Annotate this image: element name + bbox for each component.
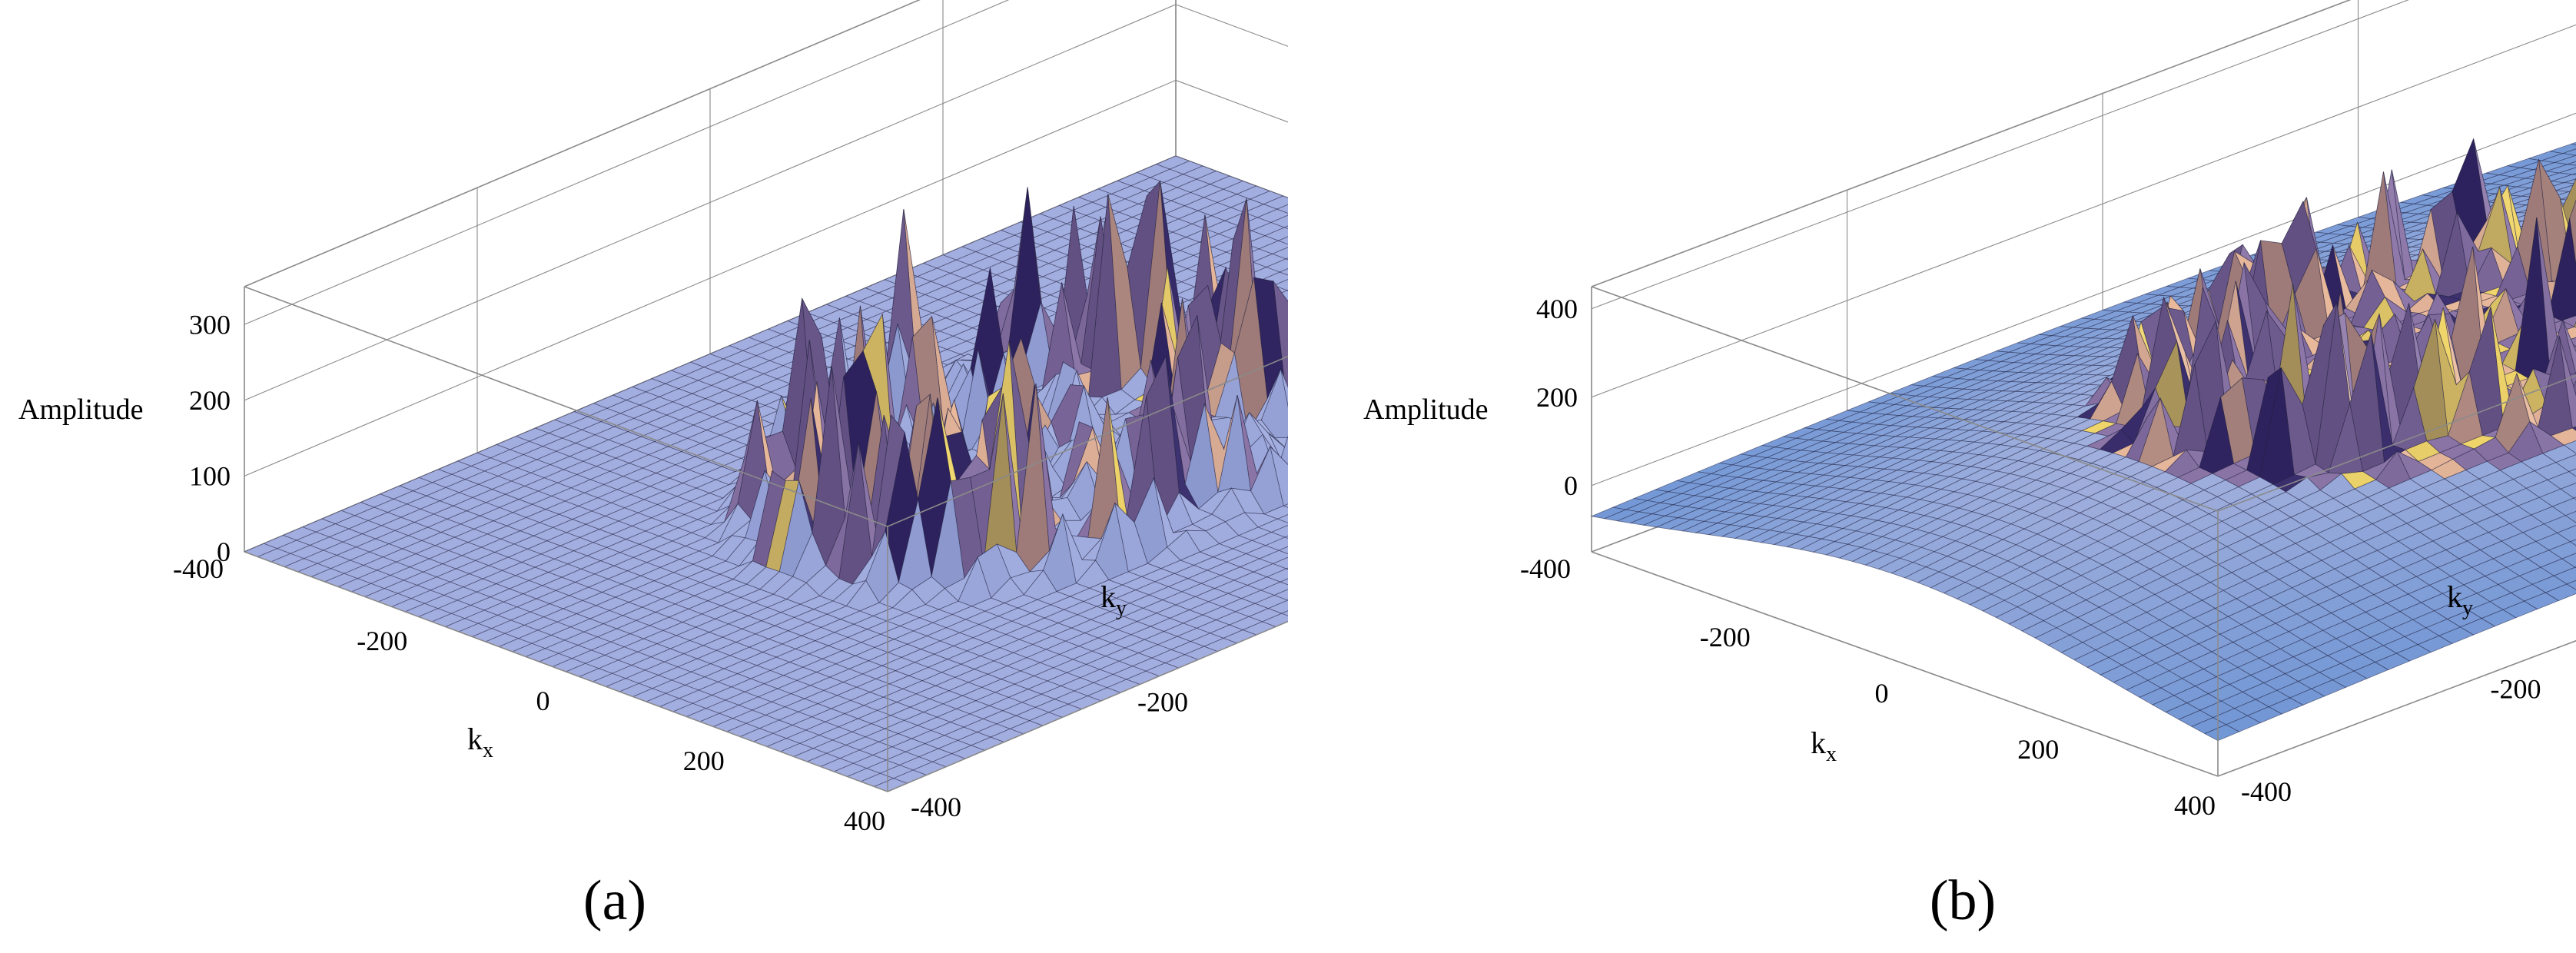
- surface-patch: [1279, 268, 1288, 276]
- x-axis-label-b: kx: [1811, 726, 1837, 766]
- grid-line: [1175, 79, 1288, 123]
- box-edge: [887, 620, 1288, 792]
- box-edge: [1591, 286, 2219, 512]
- box-edge: [244, 551, 888, 792]
- surface-patch: [2204, 724, 2240, 742]
- x-axis-label-sub-a: x: [483, 739, 493, 762]
- grid-line: [1591, 112, 2576, 486]
- x-tick-label: -400: [173, 553, 224, 584]
- surface-mesh-b: [1590, 138, 2576, 742]
- y-axis-label-main-a: k: [1100, 579, 1116, 614]
- x-tick-label: 400: [2174, 790, 2216, 821]
- surface-plot-a: 0100200300-400-2000200400-2000200400-400…: [18, 0, 1288, 932]
- y-tick-label: -400: [911, 792, 961, 822]
- x-tick-label: -200: [357, 626, 407, 656]
- z-axis-label-a: Amplitude: [18, 393, 144, 426]
- surface-patch: [2569, 539, 2576, 546]
- z-tick-label: 0: [217, 536, 231, 567]
- caption-a: (a): [583, 869, 646, 932]
- y-tick-label: -200: [1137, 686, 1188, 717]
- z-tick-label: 300: [189, 309, 231, 340]
- y-tick-label: -400: [2241, 776, 2292, 807]
- grid-line: [1591, 0, 2409, 310]
- surface-patch: [1283, 225, 1288, 230]
- z-axis-label-b: Amplitude: [1363, 393, 1489, 426]
- box-edge: [1176, 0, 1288, 131]
- y-axis-label-a: ky: [1100, 579, 1127, 620]
- x-axis-label-sub-b: x: [1826, 742, 1837, 766]
- grid-line: [1591, 24, 2576, 398]
- surface-patch: [2569, 199, 2576, 267]
- z-tick-label: 0: [1564, 470, 1578, 501]
- surface-mesh-a: [243, 155, 1288, 792]
- x-tick-label: -400: [1520, 553, 1571, 584]
- x-tick-label: -200: [1700, 622, 1751, 652]
- surface-patch: [1279, 578, 1288, 586]
- x-tick-label: 0: [536, 686, 550, 716]
- surface-patch: [1280, 610, 1288, 616]
- x-axis-label-main-a: k: [467, 722, 483, 756]
- box-edge: [2217, 374, 2576, 512]
- surface-patch: [2568, 468, 2576, 477]
- x-tick-label: 400: [844, 805, 885, 836]
- box-edge: [1591, 551, 2219, 777]
- z-tick-label: 100: [189, 460, 231, 491]
- caption-b: (b): [1930, 869, 1996, 932]
- z-tick-label: 400: [1536, 294, 1578, 324]
- x-axis-label-main-b: k: [1811, 726, 1826, 760]
- x-tick-label: 0: [1875, 678, 1889, 709]
- y-axis-label-sub-b: y: [2462, 596, 2473, 620]
- x-tick-label: 200: [2017, 734, 2059, 765]
- box-edge: [244, 286, 888, 527]
- y-axis-label-main-b: k: [2447, 579, 2462, 614]
- surface-patch: [1283, 503, 1288, 508]
- y-axis-label-b: ky: [2447, 579, 2473, 620]
- grid-line: [1175, 4, 1288, 47]
- z-tick-label: 200: [189, 385, 231, 416]
- surface-patch: [2571, 141, 2576, 145]
- z-tick-label: 200: [1536, 382, 1578, 413]
- bounding-box-front-a: [244, 286, 1288, 792]
- y-axis-label-sub-a: y: [1116, 596, 1127, 620]
- box-edge: [887, 355, 1288, 527]
- x-axis-label-a: kx: [467, 722, 493, 762]
- box-edge: [2217, 639, 2576, 777]
- x-tick-label: 200: [683, 745, 725, 776]
- y-tick-label: -200: [2491, 673, 2541, 704]
- grid-line: [244, 79, 1177, 476]
- grid-line: [244, 4, 1177, 401]
- grid-line: [244, 0, 1010, 325]
- bounding-box-front-b: [1591, 286, 2576, 777]
- panel-a: 0100200300-400-2000200400-2000200400-400…: [18, 0, 1288, 932]
